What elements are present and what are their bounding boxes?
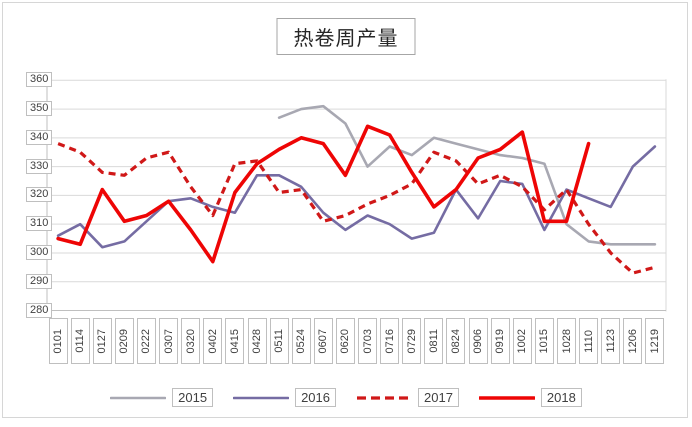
x-axis-tick-text: 1002 <box>516 328 529 354</box>
legend-line-sample <box>110 396 167 399</box>
y-axis-tick-label: 340 <box>26 129 53 145</box>
x-axis-tick-text: 0415 <box>228 328 241 354</box>
x-axis-tick-label: 0127 <box>92 318 112 364</box>
x-axis-tick-text: 0222 <box>140 328 153 354</box>
x-axis-tick-text: 0307 <box>162 328 175 354</box>
x-axis-tick-label: 1002 <box>512 318 532 364</box>
x-axis-tick-label: 0222 <box>136 318 156 364</box>
x-axis-tick-text: 0402 <box>206 328 219 354</box>
x-axis-tick-label: 0320 <box>181 318 201 364</box>
x-axis-tick-text: 0824 <box>449 328 462 354</box>
series-line-2017 <box>57 142 656 275</box>
x-axis-tick-label: 0415 <box>225 318 245 364</box>
series-line-2015 <box>277 104 657 246</box>
legend-label: 2017 <box>418 388 459 407</box>
x-axis-tick-label: 1219 <box>645 318 665 364</box>
x-axis-tick-label: 0307 <box>159 318 179 364</box>
legend-item-2016: 2016 <box>233 388 336 407</box>
x-axis-tick-text: 0511 <box>273 329 286 353</box>
x-axis-tick-label: 0811 <box>424 318 444 364</box>
x-axis-tick-label: 1206 <box>623 318 643 364</box>
x-axis-tick-text: 0716 <box>383 328 396 354</box>
chart-title: 热卷周产量 <box>276 18 416 55</box>
x-axis-tick-label: 0824 <box>446 318 466 364</box>
x-axis-tick-text: 0209 <box>118 328 131 354</box>
x-axis-tick-text: 0524 <box>295 328 308 354</box>
x-axis-tick-text: 0607 <box>317 328 330 354</box>
x-axis-tick-label: 0919 <box>490 318 510 364</box>
x-axis-tick-text: 1219 <box>648 328 661 354</box>
series-line-2018 <box>56 124 591 264</box>
x-axis-tick-text: 0127 <box>96 328 109 354</box>
y-axis-tick-label: 330 <box>26 158 53 174</box>
x-axis-tick-label: 0729 <box>402 318 422 364</box>
x-axis-tick-label: 0114 <box>70 318 90 364</box>
x-axis-tick-text: 0919 <box>494 328 507 354</box>
legend-line-sample <box>233 396 290 399</box>
x-axis-tick-label: 0428 <box>247 318 267 364</box>
x-axis-tick-text: 0703 <box>361 328 374 354</box>
y-axis-tick-label: 360 <box>26 72 53 88</box>
legend: 2015 2016 2017 2018 <box>0 388 692 407</box>
x-axis-tick-text: 0320 <box>184 328 197 354</box>
x-axis-tick-label: 0607 <box>313 318 333 364</box>
x-axis-tick-text: 1110 <box>582 329 595 353</box>
x-axis-tick-label: 0716 <box>380 318 400 364</box>
x-axis-tick-text: 0906 <box>472 328 485 354</box>
legend-label: 2015 <box>172 388 214 407</box>
y-axis-tick-label: 300 <box>26 244 53 260</box>
x-axis-tick-label: 1110 <box>579 318 599 364</box>
x-axis-tick-text: 0811 <box>427 329 440 353</box>
legend-item-2018: 2018 <box>478 388 582 407</box>
x-axis-tick-label: 0402 <box>203 318 223 364</box>
x-axis-tick-label: 0524 <box>291 318 311 364</box>
x-axis-tick-text: 0428 <box>251 328 264 354</box>
x-axis-tick-text: 1028 <box>560 328 573 354</box>
x-axis-tick-text: 0620 <box>339 328 352 354</box>
y-axis-tick-label: 320 <box>26 187 53 203</box>
x-axis-tick-text: 1015 <box>538 328 551 354</box>
legend-label: 2018 <box>540 388 582 407</box>
x-axis-tick-label: 1028 <box>557 318 577 364</box>
x-axis-tick-label: 0101 <box>48 318 68 364</box>
x-axis-tick-label: 0511 <box>269 318 289 364</box>
x-axis-tick-text: 0114 <box>74 329 87 353</box>
x-axis-tick-text: 0101 <box>52 328 65 354</box>
x-axis-tick-label: 0620 <box>335 318 355 364</box>
x-axis-tick-label: 0906 <box>468 318 488 364</box>
y-axis-tick-label: 290 <box>26 273 53 289</box>
legend-line-sample <box>357 395 411 400</box>
x-axis-tick-label: 1015 <box>534 318 554 364</box>
y-axis-tick-label: 310 <box>26 216 53 232</box>
legend-label: 2016 <box>295 388 336 407</box>
x-axis-tick-text: 1206 <box>626 328 639 354</box>
y-axis-tick-label: 280 <box>26 302 53 318</box>
x-axis-tick-label: 1123 <box>601 318 621 364</box>
x-axis-tick-label: 0703 <box>358 318 378 364</box>
series-line-2016 <box>56 145 657 249</box>
legend-line-sample <box>478 395 535 400</box>
x-axis-tick-text: 0729 <box>405 328 418 354</box>
legend-item-2017: 2017 <box>356 388 459 407</box>
y-axis-tick-label: 350 <box>26 101 53 117</box>
x-axis-tick-text: 1123 <box>604 329 617 353</box>
x-axis-tick-label: 0209 <box>114 318 134 364</box>
legend-item-2015: 2015 <box>110 388 214 407</box>
